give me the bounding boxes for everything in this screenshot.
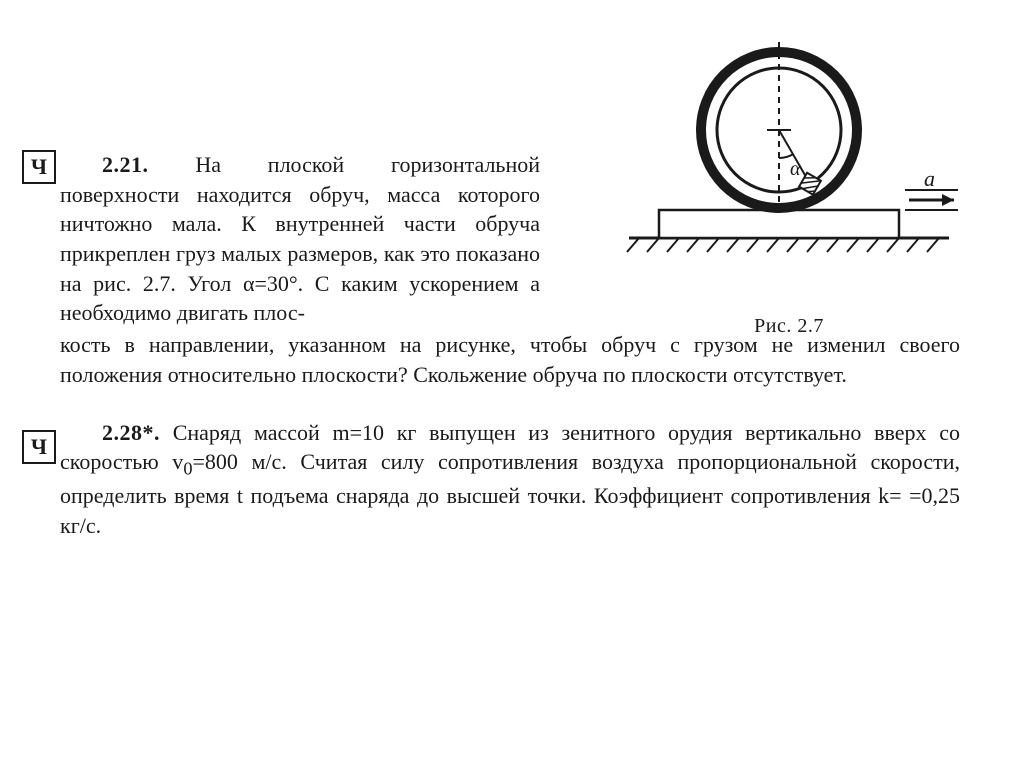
alpha-label: α — [790, 158, 801, 180]
problem-2-21-text-wide: кость в направлении, указанном на рисунк… — [60, 332, 960, 387]
problem-2-21-text-narrow: На плоской горизонтальной поверхности на… — [60, 152, 540, 325]
figure-caption: Рис. 2.7 — [609, 315, 969, 338]
ground-hatching — [627, 238, 939, 252]
marker-ch-1-label: Ч — [31, 154, 47, 180]
problem-2-21-wide: кость в направлении, указанном на рисунк… — [60, 330, 960, 389]
plate-rect — [659, 210, 899, 238]
figure-2-7-svg: α a — [609, 30, 969, 300]
marker-ch-2-label: Ч — [31, 434, 47, 460]
problem-2-28-text-b: =800 м/с. Считая силу сопротив­ления воз… — [60, 449, 960, 538]
arrow-a-head — [942, 194, 954, 206]
problem-2-21-narrow: 2.21. На плоской горизонтальной поверхно… — [60, 150, 540, 328]
arrow-a-label: a — [924, 166, 935, 191]
problem-2-21-number: 2.21. — [102, 152, 149, 177]
marker-ch-2: Ч — [22, 430, 56, 464]
problem-2-28-number: 2.28*. — [102, 420, 160, 445]
problem-2-28: 2.28*. Снаряд массой m=10 кг выпущен из … — [60, 418, 960, 541]
figure-2-7: α a Рис. 2.7 — [609, 30, 969, 338]
marker-ch-1: Ч — [22, 150, 56, 184]
